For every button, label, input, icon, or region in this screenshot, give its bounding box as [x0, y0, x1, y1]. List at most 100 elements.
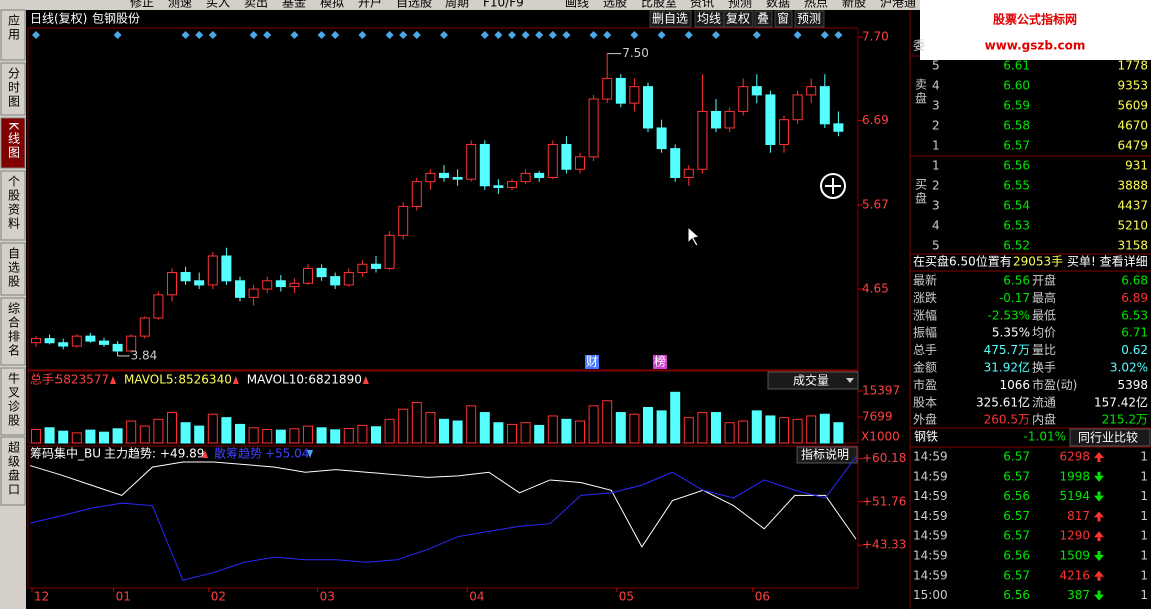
sidebar-tab-label: 个股资料: [7, 175, 21, 231]
signal-diamond: [32, 31, 40, 39]
signal-diamond: [385, 31, 394, 39]
price-tick-label: 7.70: [862, 30, 889, 44]
sidebar-tab[interactable]: [0, 170, 26, 241]
price-tick-label: 5.67: [862, 197, 889, 211]
stat-label: 量比: [1032, 343, 1056, 357]
sidebar-tab-label: 牛叉诊股: [7, 371, 21, 428]
candle-body: [289, 282, 300, 288]
volume-selector[interactable]: 成交量: [793, 373, 829, 388]
stat-label: 均价: [1032, 326, 1056, 340]
volume-bar: [112, 428, 123, 444]
sidebar-tab-label: 综合排名: [7, 302, 21, 358]
candle-body: [71, 335, 82, 347]
volume-bar: [534, 424, 545, 444]
candle-body: [99, 340, 109, 345]
sidebar-tab[interactable]: [0, 367, 26, 436]
header-button[interactable]: [774, 10, 793, 28]
stat-value: 0.62: [1121, 343, 1148, 357]
candle-body: [58, 342, 69, 347]
header-button[interactable]: [723, 10, 754, 28]
up-arrow: [202, 450, 208, 458]
down-arrow: [307, 450, 313, 458]
candle-body: [765, 94, 776, 145]
book-volume: 931: [1125, 159, 1148, 173]
signal-diamond: [752, 31, 761, 39]
candle-body: [126, 335, 137, 352]
tick-arrow-stem: [1097, 517, 1101, 522]
up-arrow: [232, 376, 239, 384]
volume-bar: [330, 429, 341, 444]
volume-bar: [85, 429, 96, 444]
volume-bar: [575, 420, 585, 444]
volume-bar: [139, 425, 150, 444]
book-level: 2: [932, 179, 940, 193]
indicator-main-label: 主力趋势:: [104, 447, 156, 461]
tick-up-arrow: [1094, 531, 1104, 538]
volume-bar: [411, 401, 422, 444]
notice-link[interactable]: 买单! 查看详细: [1067, 254, 1148, 269]
header-button[interactable]: [794, 10, 825, 28]
toolbar-item: 开户: [358, 0, 382, 10]
stat-value: 3.02%: [1110, 361, 1148, 375]
volume-bar: [670, 391, 681, 444]
sidebar-tab[interactable]: [0, 242, 26, 296]
toolbar-item: 沪港通: [880, 0, 916, 10]
signal-diamond: [331, 31, 340, 39]
industry-compare-button[interactable]: 同行业比较: [1078, 430, 1138, 445]
volume-tick-label: 15397: [862, 383, 900, 397]
header-button[interactable]: [649, 10, 692, 28]
volume-bar: [126, 420, 137, 444]
toolbar-item: 买入: [206, 0, 230, 10]
tick-count: 1: [1140, 489, 1148, 503]
volume-bar: [738, 420, 749, 444]
toolbar-item: 比股室: [641, 0, 677, 10]
sidebar-tab[interactable]: [0, 297, 26, 366]
volume-tick-label: 7699: [862, 409, 893, 423]
volume-bar: [262, 428, 273, 444]
header-button-label: 预测: [797, 12, 821, 26]
book-price: 6.57: [1003, 139, 1030, 153]
tick-price: 6.56: [1003, 549, 1030, 563]
candle-body: [44, 338, 55, 344]
volume-bar: [221, 417, 232, 444]
book-price: 6.58: [1003, 119, 1030, 133]
signal-diamond: [820, 31, 829, 39]
tick-time: 14:59: [913, 489, 948, 503]
logo-title: 股票公式指标网: [993, 12, 1077, 27]
indicator-line: [29, 456, 857, 581]
weibi-label: 委: [913, 39, 925, 53]
volume-bar: [180, 422, 191, 444]
tick-down-arrow: [1094, 555, 1104, 561]
sidebar-tab[interactable]: [0, 117, 26, 169]
indicator-help-button[interactable]: 指标说明: [801, 447, 849, 462]
candle-body: [833, 123, 844, 132]
sidebar-tab[interactable]: [0, 9, 26, 61]
sell-label: 卖盘: [914, 78, 928, 106]
book-volume: 5609: [1117, 99, 1148, 113]
volume-bar: [153, 418, 164, 444]
tick-time: 14:59: [913, 568, 948, 582]
signal-diamond: [521, 31, 530, 39]
volume-bar: [167, 412, 177, 444]
sidebar-tab[interactable]: [0, 62, 26, 116]
toolbar-item: 自选股: [396, 0, 432, 10]
stat-value: 325.61亿: [976, 394, 1030, 409]
tick-count: 1: [1140, 469, 1148, 483]
header-button[interactable]: [754, 10, 773, 28]
toolbar-item: 卖出: [244, 0, 268, 10]
header-button-label: 叠: [757, 12, 769, 26]
tick-volume: 387: [1067, 588, 1090, 602]
sidebar-tab-label: K线图: [7, 122, 21, 160]
stat-value: 5398: [1117, 378, 1148, 392]
candle-body: [561, 143, 572, 170]
book-volume: 1778: [1117, 59, 1148, 73]
book-volume: 3888: [1117, 179, 1148, 193]
candle-body: [207, 255, 218, 286]
tick-down-arrow: [1094, 495, 1104, 502]
tick-time: 14:59: [913, 450, 948, 464]
sidebar-tab[interactable]: [0, 436, 26, 506]
event-marker: 财: [586, 355, 598, 369]
toolbar-item: 周期: [445, 0, 469, 10]
volume-bar: [71, 432, 82, 444]
